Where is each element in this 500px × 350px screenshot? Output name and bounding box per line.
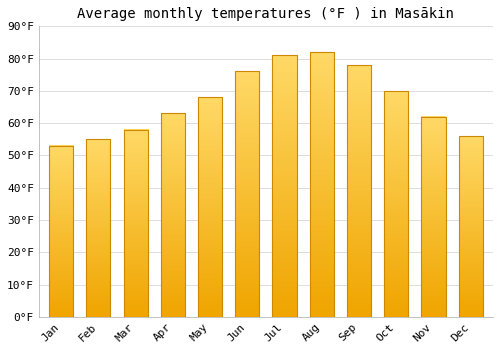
Title: Average monthly temperatures (°F ) in Masākin: Average monthly temperatures (°F ) in Ma…	[78, 7, 454, 21]
